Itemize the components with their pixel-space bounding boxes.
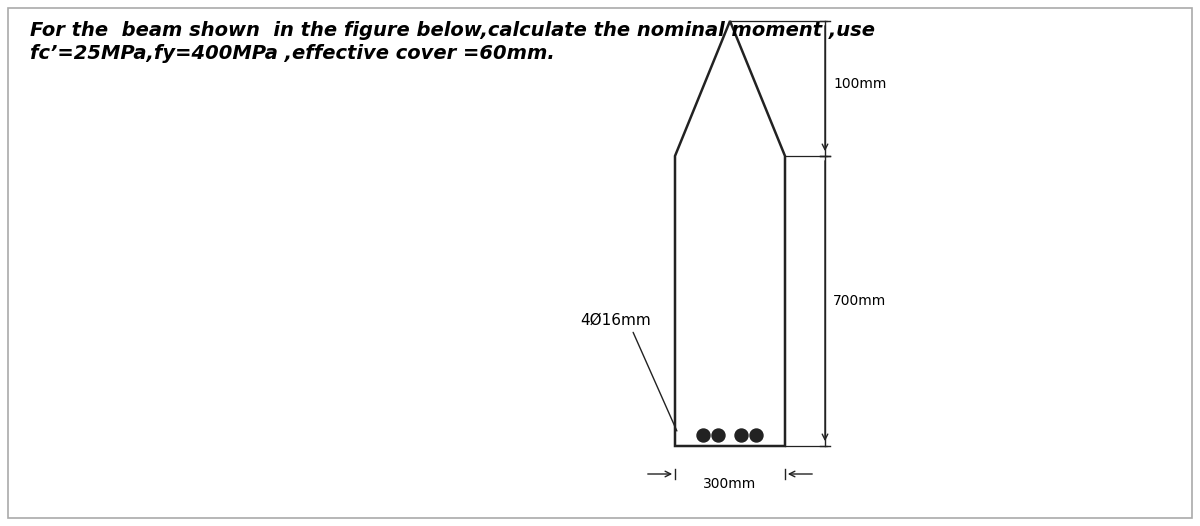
Circle shape — [734, 429, 748, 442]
Text: 700mm: 700mm — [833, 294, 887, 308]
Text: fc’=25MPa,fy=400MPa ,effective cover =60mm.: fc’=25MPa,fy=400MPa ,effective cover =60… — [30, 44, 554, 63]
Text: 100mm: 100mm — [833, 77, 887, 92]
Circle shape — [697, 429, 710, 442]
Circle shape — [712, 429, 725, 442]
Circle shape — [750, 429, 763, 442]
Text: 4Ø16mm: 4Ø16mm — [580, 313, 650, 328]
Text: 300mm: 300mm — [703, 477, 757, 491]
Text: For the  beam shown  in the figure below,calculate the nominal moment ,use: For the beam shown in the figure below,c… — [30, 21, 875, 40]
